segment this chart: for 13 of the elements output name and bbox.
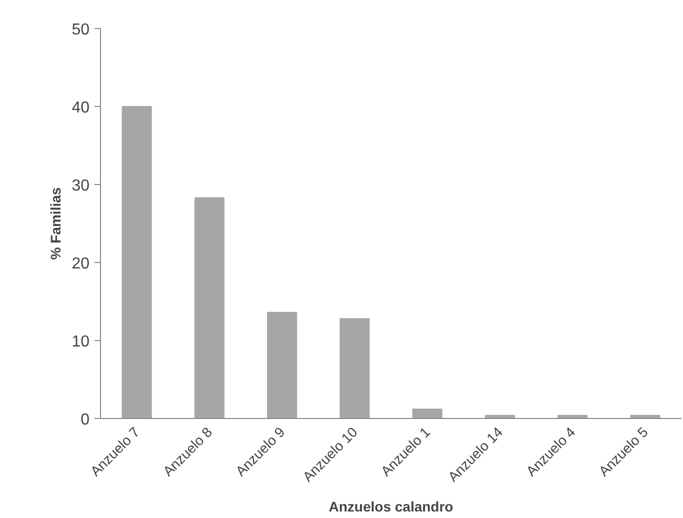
y-tick-label: 40	[72, 100, 90, 116]
y-tick-label: 0	[80, 412, 90, 428]
bar	[412, 408, 442, 418]
bar	[340, 318, 370, 418]
bar	[194, 197, 224, 418]
y-tick-label: 30	[72, 178, 90, 194]
bar	[122, 106, 152, 418]
y-tick-label: 50	[72, 22, 90, 38]
bar	[267, 312, 298, 418]
y-tick-label: 20	[72, 256, 90, 272]
y-tick-label: 10	[72, 334, 90, 350]
x-axis-title: Anzuelos calandro	[328, 498, 454, 514]
y-axis-title: % Familias	[48, 187, 64, 260]
